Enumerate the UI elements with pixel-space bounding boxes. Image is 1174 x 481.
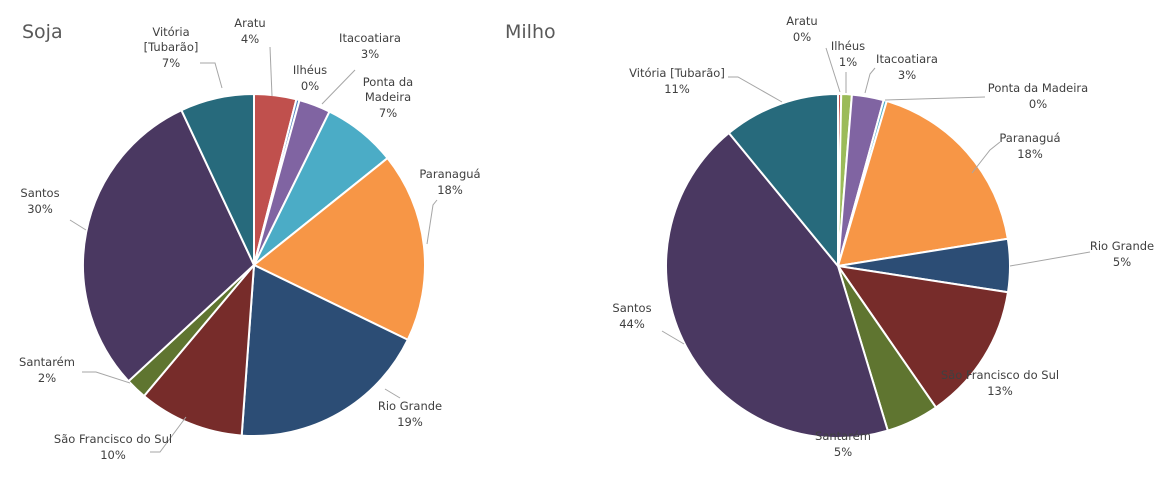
label-name-line: Paranaguá <box>999 131 1060 145</box>
data-label-soja-sao-francisco-do-sul: São Francisco do Sul 10% <box>54 432 172 462</box>
leader-line-milho-itacoatiara <box>864 67 876 94</box>
pie-slice-soja-vitoria-tubarao <box>180 92 255 266</box>
data-label-milho-rio-grande: Rio Grande 5% <box>1090 239 1154 269</box>
data-label-milho-santarem: Santarém 5% <box>815 429 871 459</box>
label-name-line: Ilhéus <box>831 39 865 53</box>
label-name-line: Paranaguá <box>419 167 480 181</box>
label-percent: 5% <box>834 445 852 459</box>
label-percent: 13% <box>987 384 1013 398</box>
label-percent: 7% <box>162 56 180 70</box>
label-percent: 3% <box>898 68 916 82</box>
data-label-soja-ilheus: Ilhéus 0% <box>293 63 327 93</box>
data-label-milho-ponta-da-madeira: Ponta da Madeira 0% <box>988 81 1088 111</box>
pie-slice-milho-vitoria-tubarao <box>727 92 839 269</box>
label-name-line: Santos <box>20 186 59 200</box>
label-name-line: Vitória [Tubarão] <box>629 66 725 80</box>
data-label-soja-aratu: Aratu 4% <box>234 16 265 46</box>
label-name-line: Madeira <box>365 90 411 104</box>
label-percent: 30% <box>27 202 53 216</box>
label-name-line: Ilhéus <box>293 63 327 77</box>
label-name-line: Rio Grande <box>378 399 442 413</box>
label-percent: 3% <box>361 47 379 61</box>
leader-line-soja-itacoatiara <box>321 69 356 105</box>
pie-slice-soja-sao-francisco-do-sul <box>142 261 256 437</box>
pie-slice-soja-santos <box>82 108 256 383</box>
leader-line-milho-vitoria-tubarao <box>728 76 783 103</box>
label-name-line: Ponta da <box>363 75 413 89</box>
label-name-line: Itacoatiara <box>339 31 401 45</box>
leader-line-soja-aratu <box>269 46 273 97</box>
leader-line-milho-paranagua <box>971 141 1001 174</box>
leader-line-soja-vitoria-tubarao <box>200 62 223 89</box>
data-label-soja-rio-grande: Rio Grande 19% <box>378 399 442 429</box>
pie-slice-soja-paranagua <box>252 156 426 342</box>
leader-line-milho-santos <box>661 330 685 345</box>
leader-line-soja-paranagua <box>426 199 438 245</box>
data-label-soja-paranagua: Paranaguá 18% <box>419 167 480 197</box>
slices-soja <box>82 92 426 437</box>
leader-line-milho-aratu <box>825 47 841 93</box>
label-name-line: Aratu <box>786 14 817 28</box>
label-percent: 0% <box>1029 97 1047 111</box>
pie-chart-milho: Milho Aratu 0% Ilhéus 1% Itacoatiara 3% Ponta … <box>505 14 1154 459</box>
label-percent: 19% <box>397 415 423 429</box>
label-name-line: Itacoatiara <box>876 52 938 66</box>
data-labels-milho: Aratu 0% Ilhéus 1% Itacoatiara 3% Ponta da Mad… <box>612 14 1154 459</box>
label-name-line: São Francisco do Sul <box>54 432 172 446</box>
label-percent: 10% <box>100 448 126 462</box>
leader-line-milho-ponta-da-madeira <box>884 96 986 101</box>
data-label-soja-itacoatiara: Itacoatiara 3% <box>339 31 401 61</box>
data-label-milho-itacoatiara: Itacoatiara 3% <box>876 52 938 82</box>
data-label-milho-vitoria-tubarao: Vitória [Tubarão] 11% <box>629 66 725 96</box>
data-label-soja-santarem: Santarém 2% <box>19 355 75 385</box>
data-label-milho-paranagua: Paranaguá 18% <box>999 131 1060 161</box>
label-percent: 44% <box>619 317 645 331</box>
label-name-line: Santarém <box>815 429 871 443</box>
pie-slice-milho-sao-francisco-do-sul <box>835 264 1010 409</box>
data-label-soja-ponta-da-madeira: Ponta da Madeira 7% <box>363 75 413 120</box>
data-label-soja-vitoria-tubarao: Vitória [Tubarão] 7% <box>144 25 199 70</box>
label-name-line: [Tubarão] <box>144 40 199 54</box>
label-percent: 7% <box>379 106 397 120</box>
label-percent: 2% <box>38 371 56 385</box>
label-percent: 18% <box>1017 147 1043 161</box>
leader-line-soja-sao-francisco-do-sul <box>150 416 187 453</box>
label-percent: 4% <box>241 32 259 46</box>
label-percent: 0% <box>793 30 811 44</box>
data-label-milho-santos: Santos 44% <box>612 301 651 331</box>
label-name-line: Ponta da Madeira <box>988 81 1088 95</box>
pie-slice-milho-paranagua <box>836 99 1009 268</box>
chart-title-milho: Milho <box>505 21 556 43</box>
data-label-milho-aratu: Aratu 0% <box>786 14 817 44</box>
label-name-line: Santarém <box>19 355 75 369</box>
leader-line-soja-santos <box>69 219 87 231</box>
label-name-line: Vitória <box>152 25 189 39</box>
label-name-line: Rio Grande <box>1090 239 1154 253</box>
chart-title-soja: Soja <box>22 21 63 43</box>
label-name-line: Santos <box>612 301 651 315</box>
data-labels-soja: Aratu 4% Ilhéus 0% Itacoatiara 3% Ponta da Made… <box>19 16 481 462</box>
leader-line-soja-santarem <box>82 371 131 384</box>
leader-line-milho-rio-grande <box>1009 251 1091 267</box>
slices-milho <box>665 92 1011 439</box>
label-name-line: São Francisco do Sul <box>941 368 1059 382</box>
label-name-line: Aratu <box>234 16 265 30</box>
label-percent: 18% <box>437 183 463 197</box>
label-percent: 0% <box>301 79 319 93</box>
data-label-soja-santos: Santos 30% <box>20 186 59 216</box>
label-percent: 5% <box>1113 255 1131 269</box>
pie-slice-soja-rio-grande <box>240 263 410 437</box>
pie-chart-soja: Soja Aratu 4% Ilhéus 0% Itacoatiara 3% Ponta d… <box>19 16 481 462</box>
data-label-milho-ilheus: Ilhéus 1% <box>831 39 865 69</box>
leader-line-soja-rio-grande <box>384 388 401 399</box>
label-percent: 1% <box>839 55 857 69</box>
data-label-milho-sao-francisco-do-sul: São Francisco do Sul 13% <box>941 368 1059 398</box>
pie-slice-milho-santos <box>665 131 890 439</box>
label-percent: 11% <box>664 82 690 96</box>
